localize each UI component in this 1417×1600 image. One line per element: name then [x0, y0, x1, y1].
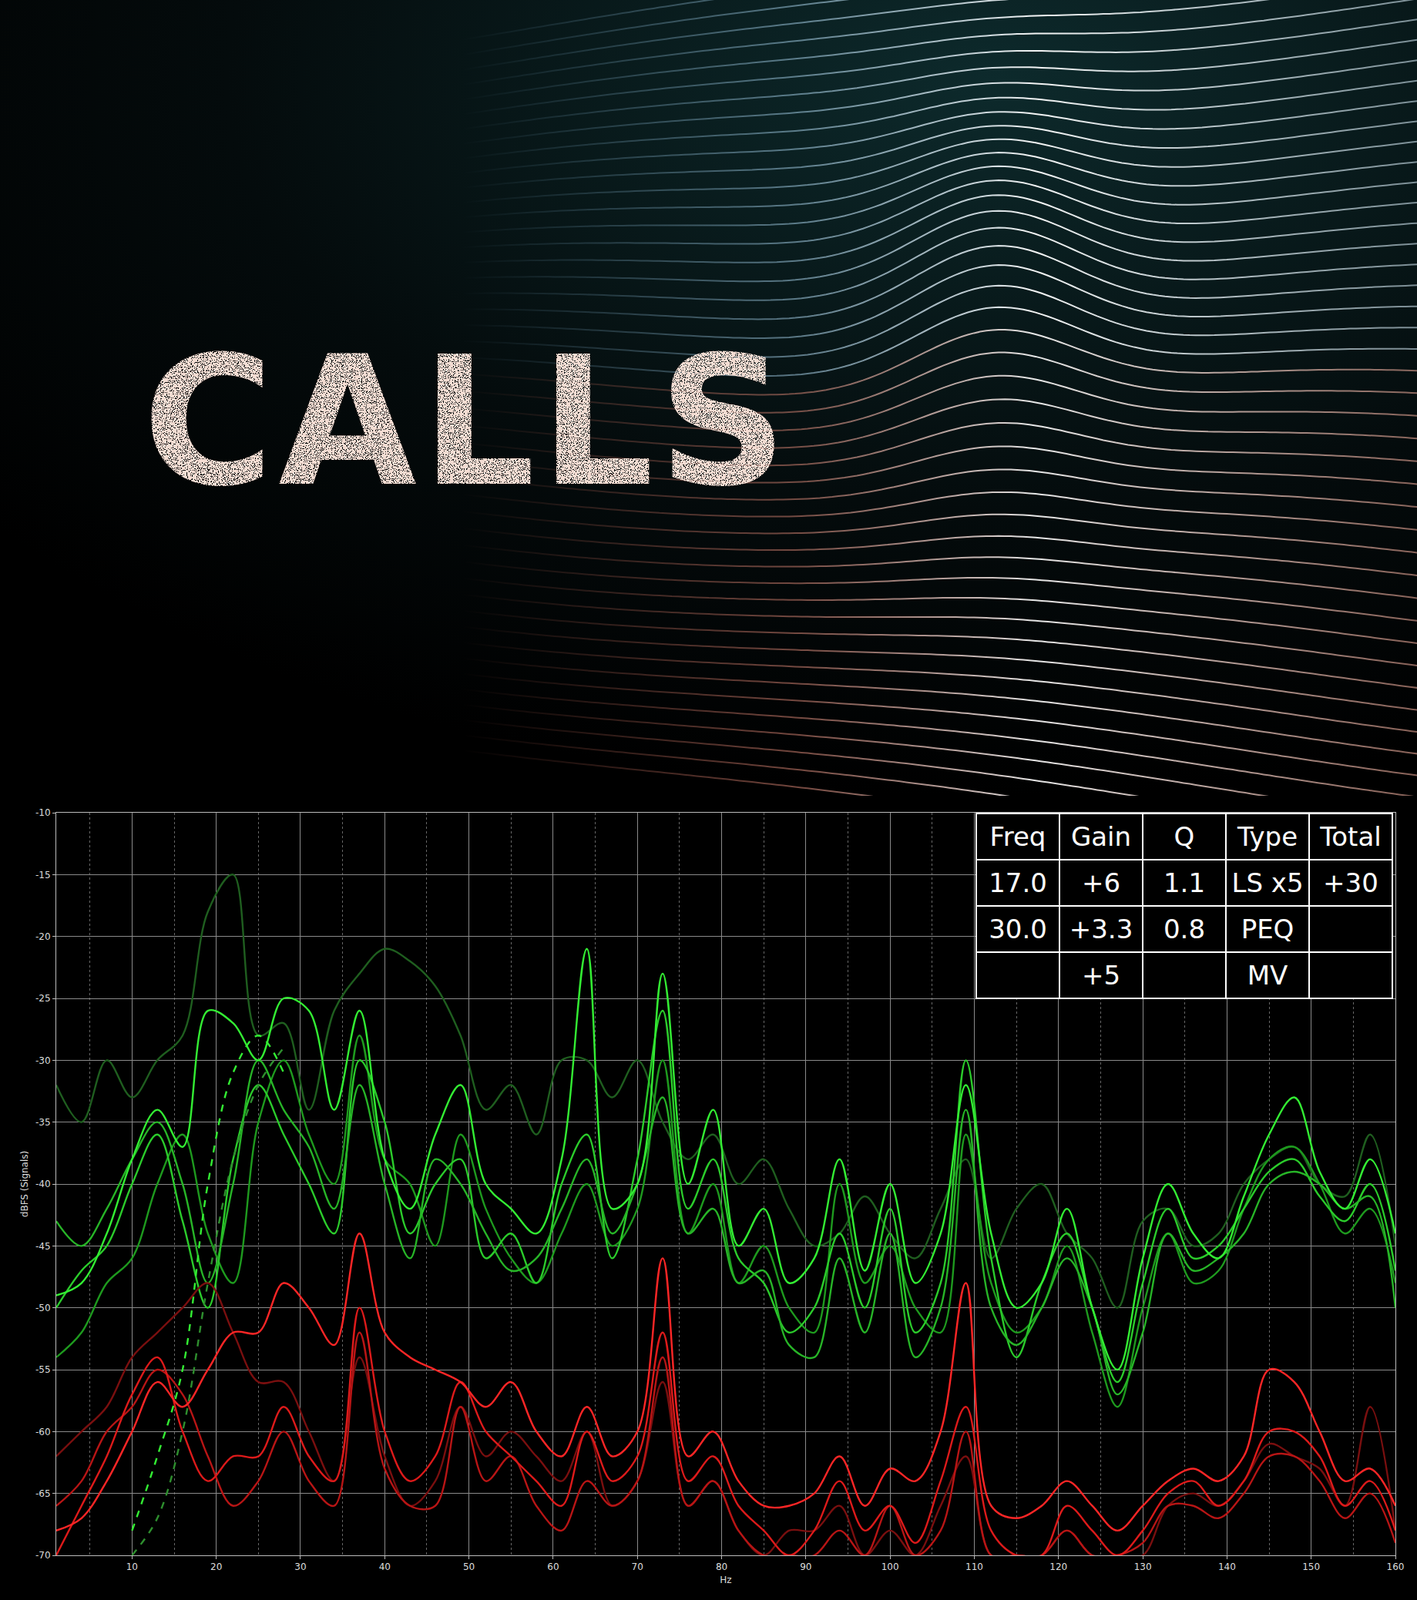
svg-text:10: 10 — [126, 1561, 138, 1573]
svg-text:-20: -20 — [35, 931, 51, 943]
html-text:PEQ: PEQ — [1241, 913, 1295, 945]
html-text:+3.3: +3.3 — [1069, 913, 1133, 945]
html-text:MV: MV — [1247, 960, 1288, 991]
svg-text:-70: -70 — [35, 1550, 51, 1562]
svg-text:20: 20 — [210, 1561, 222, 1573]
html-text:Freq: Freq — [989, 821, 1046, 853]
svg-text:-30: -30 — [35, 1055, 51, 1067]
html-text:Q: Q — [1173, 821, 1195, 853]
html-text:1.1: 1.1 — [1163, 867, 1206, 899]
svg-text:60: 60 — [547, 1561, 559, 1573]
svg-text:110: 110 — [965, 1561, 984, 1573]
svg-text:CALLS: CALLS — [142, 318, 793, 527]
svg-text:90: 90 — [799, 1561, 812, 1573]
svg-text:130: 130 — [1134, 1561, 1152, 1573]
html-text:Gain: Gain — [1070, 821, 1132, 853]
svg-text:140: 140 — [1218, 1561, 1236, 1573]
svg-text:-55: -55 — [35, 1364, 51, 1376]
svg-text:50: 50 — [463, 1561, 475, 1573]
svg-text:100: 100 — [881, 1561, 900, 1573]
html-text:Total: Total — [1320, 821, 1382, 853]
svg-text:-50: -50 — [35, 1302, 51, 1314]
svg-text:-45: -45 — [35, 1241, 51, 1253]
svg-text:-40: -40 — [35, 1178, 51, 1190]
svg-text:30: 30 — [294, 1561, 306, 1573]
svg-text:150: 150 — [1302, 1561, 1320, 1573]
html-text:0.8: 0.8 — [1163, 913, 1206, 945]
svg-text:40: 40 — [379, 1561, 391, 1573]
html-text:30.0: 30.0 — [988, 913, 1047, 945]
html-text:LS x5: LS x5 — [1231, 867, 1304, 899]
svg-text:-10: -10 — [35, 807, 51, 819]
svg-text:-65: -65 — [35, 1488, 51, 1500]
html-text:Type: Type — [1237, 821, 1298, 853]
html-text:+30: +30 — [1323, 867, 1379, 899]
svg-text:-15: -15 — [35, 869, 51, 881]
svg-text:160: 160 — [1386, 1561, 1405, 1573]
svg-text:80: 80 — [715, 1561, 728, 1573]
html-text:+6: +6 — [1081, 867, 1121, 899]
svg-text:-35: -35 — [35, 1117, 51, 1129]
svg-text:-25: -25 — [35, 993, 51, 1004]
html-text:17.0: 17.0 — [988, 867, 1047, 899]
html-text:+5: +5 — [1081, 960, 1121, 991]
svg-text:-60: -60 — [35, 1427, 51, 1438]
svg-text:70: 70 — [631, 1561, 644, 1573]
svg-text:dBFS (Signals): dBFS (Signals) — [19, 1151, 31, 1218]
svg-text:Hz: Hz — [719, 1574, 732, 1586]
svg-text:120: 120 — [1049, 1561, 1068, 1573]
